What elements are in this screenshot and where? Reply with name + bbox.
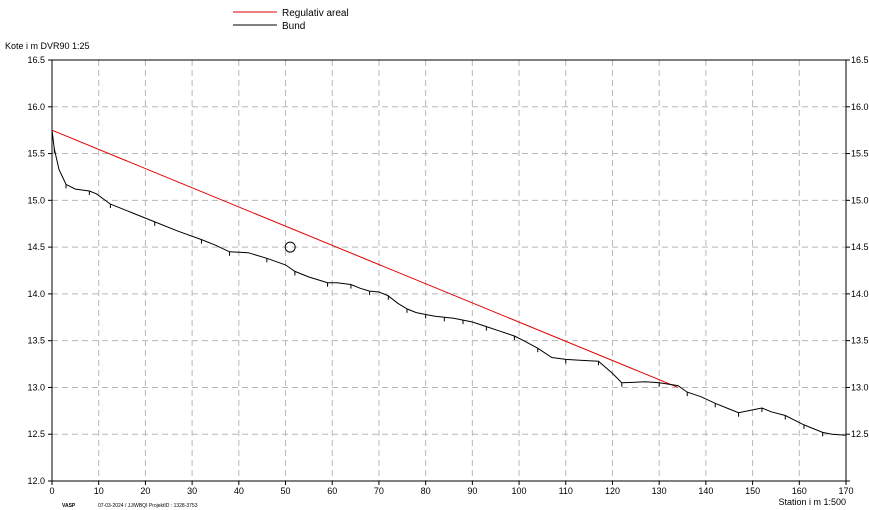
x-tick-label: 90 [467, 486, 477, 496]
series-line-bund [51, 130, 847, 436]
y-tick-label-right: 13.5 [851, 336, 869, 346]
x-tick-label: 80 [421, 486, 431, 496]
y-tick-label: 13.5 [27, 336, 45, 346]
y-axis-right: 12.5 13.0 13.5 14.0 14.5 15.0 15.5 16.0 16.5 [846, 55, 869, 482]
gridlines [52, 60, 846, 481]
legend-label: Regulativ areal [282, 8, 349, 19]
x-tick-label: 120 [605, 486, 620, 496]
y-tick-label: 14.0 [27, 289, 45, 299]
footer-left: VASP [62, 503, 76, 509]
y-tick-label-right: 14.0 [851, 289, 869, 299]
x-tick-label: 10 [94, 486, 104, 496]
x-tick-label: 170 [838, 486, 853, 496]
y-tick-label-right: 13.0 [851, 382, 869, 392]
y-tick-label: 16.0 [27, 102, 45, 112]
y-tick-label: 15.5 [27, 149, 45, 159]
x-tick-label: 30 [187, 486, 197, 496]
y-tick-label-right: 12.5 [851, 429, 869, 439]
x-tick-label: 70 [374, 486, 384, 496]
x-tick-label: 40 [234, 486, 244, 496]
x-tick-label: 140 [698, 486, 713, 496]
x-tick-label: 60 [327, 486, 337, 496]
x-tick-label: 130 [652, 486, 667, 496]
y-tick-label: 12.5 [27, 429, 45, 439]
series-layer [51, 129, 847, 437]
legend: Regulativ areal Bund [233, 8, 349, 32]
y-tick-label: 13.0 [27, 382, 45, 392]
legend-label: Bund [282, 21, 305, 32]
x-tick-label: 150 [745, 486, 760, 496]
y-tick-label: 16.5 [27, 55, 45, 65]
series-line-regulativ-areal [51, 129, 679, 388]
y-tick-label-right: 15.5 [851, 149, 869, 159]
x-tick-label: 160 [792, 486, 807, 496]
y-tick-label: 14.5 [27, 242, 45, 252]
y-tick-label: 15.0 [27, 195, 45, 205]
x-tick-label: 110 [559, 486, 573, 496]
x-tick-label: 100 [512, 486, 527, 496]
x-tick-label: 50 [281, 486, 291, 496]
x-axis: 0 10 20 30 40 50 60 70 80 90 100 110 120 130 140 150 160… [49, 481, 854, 496]
plot-frame [51, 59, 847, 482]
y-tick-label-right: 16.0 [851, 102, 869, 112]
x-tick-label: 0 [49, 486, 54, 496]
y-tick-label: 12.0 [27, 476, 45, 486]
y-tick-label-right: 15.0 [851, 195, 869, 205]
x-tick-label: 20 [140, 486, 150, 496]
y-axis-left: 12.0 12.5 13.0 13.5 14.0 14.5 15.0 15.5 16.0 16.5 [27, 55, 52, 486]
point-marker [284, 241, 296, 253]
x-axis-label: Station i m 1:500 [778, 497, 846, 507]
footer-mid: 07-03-2024 / JJ/WBQI ProjektID : 1328-37… [98, 503, 198, 509]
y-tick-label-right: 14.5 [851, 242, 869, 252]
y-axis-label: Kote i m DVR90 1:25 [5, 41, 90, 51]
y-tick-label-right: 16.5 [851, 55, 869, 65]
